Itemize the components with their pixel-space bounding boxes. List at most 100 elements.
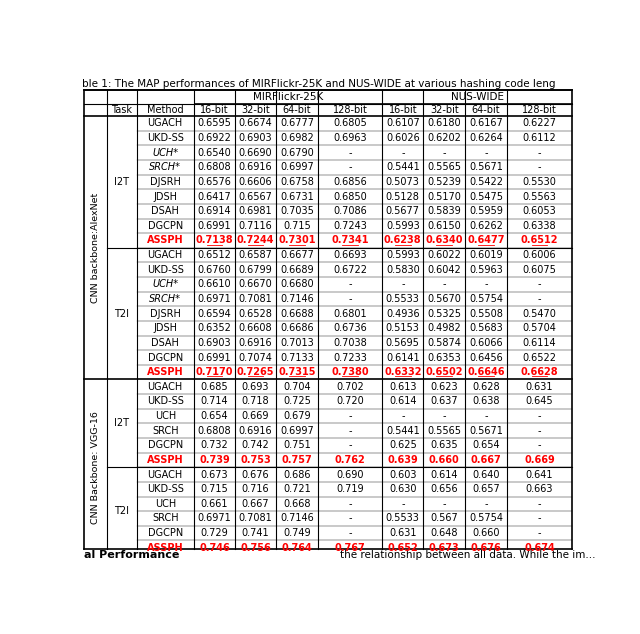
Text: 0.6689: 0.6689 bbox=[280, 265, 314, 275]
Text: 0.7341: 0.7341 bbox=[332, 235, 369, 245]
Text: 0.640: 0.640 bbox=[472, 470, 500, 479]
Text: 0.6801: 0.6801 bbox=[333, 309, 367, 319]
Text: 0.6522: 0.6522 bbox=[523, 353, 557, 363]
Text: 0.668: 0.668 bbox=[284, 499, 311, 509]
Text: 0.652: 0.652 bbox=[387, 543, 418, 553]
Text: 0.5470: 0.5470 bbox=[523, 309, 557, 319]
Text: 0.4936: 0.4936 bbox=[386, 309, 420, 319]
Text: UGACH: UGACH bbox=[148, 119, 183, 129]
Text: 0.6808: 0.6808 bbox=[198, 162, 231, 172]
Text: 0.614: 0.614 bbox=[389, 396, 417, 406]
Text: UCH*: UCH* bbox=[152, 280, 179, 289]
Text: 0.6991: 0.6991 bbox=[198, 221, 231, 231]
Text: 0.6107: 0.6107 bbox=[386, 119, 420, 129]
Text: 0.725: 0.725 bbox=[283, 396, 311, 406]
Text: 0.6019: 0.6019 bbox=[469, 250, 503, 260]
Text: 0.6262: 0.6262 bbox=[469, 221, 503, 231]
Text: 0.6686: 0.6686 bbox=[280, 323, 314, 333]
Text: DJSRH: DJSRH bbox=[150, 177, 180, 187]
Text: 0.6540: 0.6540 bbox=[198, 148, 231, 158]
Text: 0.714: 0.714 bbox=[201, 396, 228, 406]
Text: 0.637: 0.637 bbox=[431, 396, 458, 406]
Text: 0.673: 0.673 bbox=[429, 543, 460, 553]
Text: I2T: I2T bbox=[115, 418, 129, 429]
Text: 0.6150: 0.6150 bbox=[428, 221, 461, 231]
Text: 0.6688: 0.6688 bbox=[280, 309, 314, 319]
Text: 0.6758: 0.6758 bbox=[280, 177, 314, 187]
Text: 0.5963: 0.5963 bbox=[469, 265, 503, 275]
Text: 0.6594: 0.6594 bbox=[198, 309, 231, 319]
Text: UKD-SS: UKD-SS bbox=[147, 133, 184, 143]
Text: 0.5683: 0.5683 bbox=[469, 323, 503, 333]
Text: Task: Task bbox=[111, 105, 132, 115]
Text: 0.6850: 0.6850 bbox=[333, 191, 367, 202]
Text: 0.567: 0.567 bbox=[430, 514, 458, 524]
Text: 0.645: 0.645 bbox=[526, 396, 554, 406]
Text: 0.667: 0.667 bbox=[471, 455, 502, 465]
Text: 0.625: 0.625 bbox=[389, 440, 417, 450]
Text: 0.5671: 0.5671 bbox=[469, 162, 503, 172]
Text: 0.715: 0.715 bbox=[283, 221, 311, 231]
Text: 0.702: 0.702 bbox=[336, 382, 364, 392]
Text: 0.667: 0.667 bbox=[242, 499, 269, 509]
Text: 0.6808: 0.6808 bbox=[198, 425, 231, 436]
Text: -: - bbox=[348, 162, 352, 172]
Text: DGCPN: DGCPN bbox=[148, 528, 183, 538]
Text: 32-bit: 32-bit bbox=[430, 105, 459, 115]
Text: NUS-WIDE: NUS-WIDE bbox=[451, 92, 504, 102]
Text: 0.630: 0.630 bbox=[389, 484, 417, 494]
Text: 0.746: 0.746 bbox=[199, 543, 230, 553]
Text: 0.716: 0.716 bbox=[242, 484, 269, 494]
Text: 0.5530: 0.5530 bbox=[523, 177, 557, 187]
Text: UCH: UCH bbox=[155, 499, 176, 509]
Text: 0.6512: 0.6512 bbox=[198, 250, 232, 260]
Text: 0.6856: 0.6856 bbox=[333, 177, 367, 187]
Text: 0.6680: 0.6680 bbox=[280, 280, 314, 289]
Text: DSAH: DSAH bbox=[151, 206, 179, 216]
Text: -: - bbox=[348, 148, 352, 158]
Text: 0.6353: 0.6353 bbox=[428, 353, 461, 363]
Text: ASSPH: ASSPH bbox=[147, 235, 184, 245]
Text: 0.6332: 0.6332 bbox=[384, 367, 422, 377]
Text: 0.6693: 0.6693 bbox=[333, 250, 367, 260]
Text: 0.7146: 0.7146 bbox=[280, 514, 314, 524]
Text: UGACH: UGACH bbox=[148, 382, 183, 392]
Text: 0.6587: 0.6587 bbox=[239, 250, 273, 260]
Text: 0.6006: 0.6006 bbox=[523, 250, 556, 260]
Text: 0.764: 0.764 bbox=[282, 543, 312, 553]
Text: UGACH: UGACH bbox=[148, 250, 183, 260]
Text: 0.654: 0.654 bbox=[201, 411, 228, 421]
Text: 0.6180: 0.6180 bbox=[428, 119, 461, 129]
Text: -: - bbox=[538, 411, 541, 421]
Text: 0.5704: 0.5704 bbox=[523, 323, 557, 333]
Text: 0.6608: 0.6608 bbox=[239, 323, 273, 333]
Text: 0.6528: 0.6528 bbox=[239, 309, 273, 319]
Text: 0.6646: 0.6646 bbox=[467, 367, 505, 377]
Text: 0.6026: 0.6026 bbox=[386, 133, 420, 143]
Text: 0.6595: 0.6595 bbox=[198, 119, 232, 129]
Text: 0.6916: 0.6916 bbox=[239, 338, 273, 348]
Text: -: - bbox=[442, 499, 446, 509]
Text: 0.6982: 0.6982 bbox=[280, 133, 314, 143]
Text: UKD-SS: UKD-SS bbox=[147, 484, 184, 494]
Text: 0.669: 0.669 bbox=[242, 411, 269, 421]
Text: 0.6114: 0.6114 bbox=[523, 338, 556, 348]
Text: CNN backbone:AlexNet: CNN backbone:AlexNet bbox=[91, 193, 100, 303]
Text: 0.5993: 0.5993 bbox=[386, 250, 420, 260]
Text: 0.635: 0.635 bbox=[431, 440, 458, 450]
Text: 0.6202: 0.6202 bbox=[428, 133, 461, 143]
Text: 0.685: 0.685 bbox=[201, 382, 228, 392]
Text: 0.661: 0.661 bbox=[201, 499, 228, 509]
Text: 0.704: 0.704 bbox=[283, 382, 311, 392]
Text: 0.613: 0.613 bbox=[389, 382, 417, 392]
Text: 0.720: 0.720 bbox=[336, 396, 364, 406]
Text: 0.7315: 0.7315 bbox=[278, 367, 316, 377]
Text: 0.6722: 0.6722 bbox=[333, 265, 367, 275]
Text: MIRFlickr-25K: MIRFlickr-25K bbox=[253, 92, 323, 102]
Text: 0.6238: 0.6238 bbox=[384, 235, 422, 245]
Text: -: - bbox=[538, 514, 541, 524]
Text: 0.7133: 0.7133 bbox=[280, 353, 314, 363]
Text: ble 1: The MAP performances of MIRFlickr-25K and NUS-WIDE at various hashing cod: ble 1: The MAP performances of MIRFlickr… bbox=[83, 79, 556, 89]
Text: 0.7013: 0.7013 bbox=[280, 338, 314, 348]
Text: 0.676: 0.676 bbox=[471, 543, 502, 553]
